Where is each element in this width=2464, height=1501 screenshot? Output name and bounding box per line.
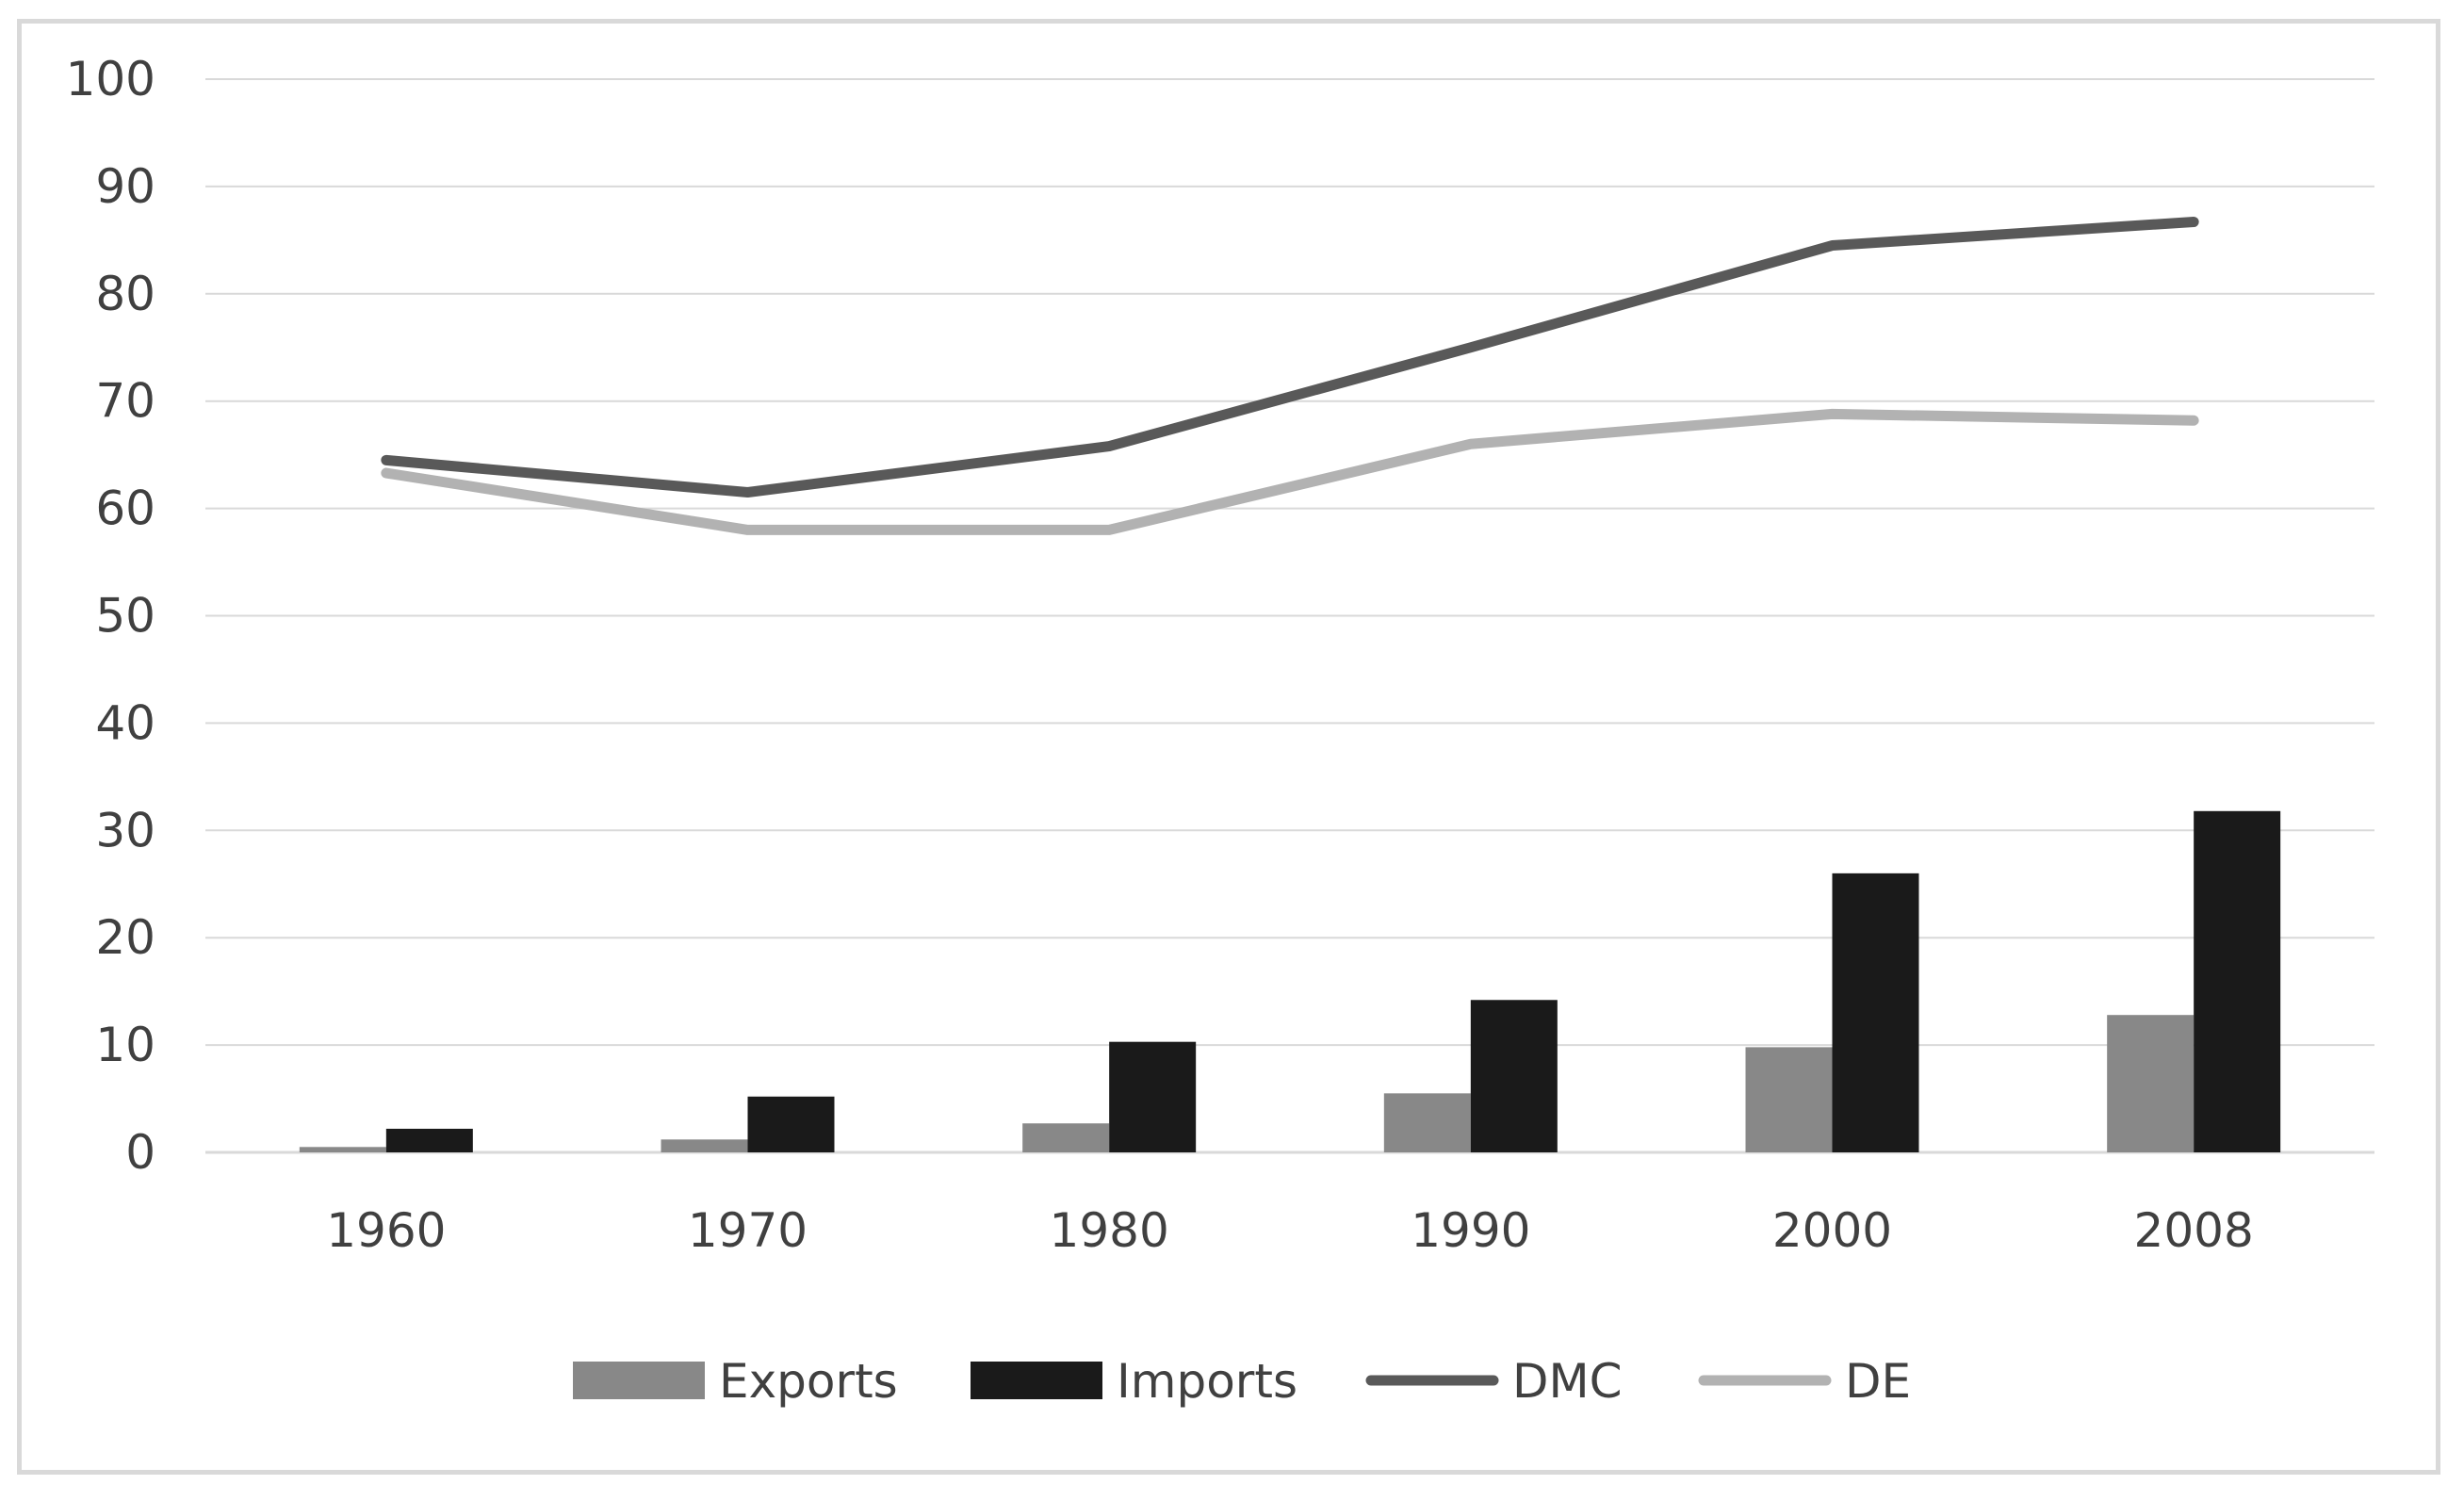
x-tick-label: 1960 bbox=[326, 1203, 446, 1258]
y-tick-label: 50 bbox=[95, 589, 155, 644]
y-tick-label: 10 bbox=[95, 1018, 155, 1072]
legend-label-de: DE bbox=[1845, 1354, 1911, 1409]
bar-exports-1990 bbox=[1383, 1093, 1471, 1152]
bar-exports-1970 bbox=[661, 1139, 748, 1152]
legend-label-dmc: DMC bbox=[1512, 1354, 1623, 1409]
bar-imports-2000 bbox=[1832, 873, 1919, 1152]
bar-exports-2008 bbox=[2107, 1015, 2195, 1152]
bar-exports-2000 bbox=[1745, 1047, 1833, 1152]
x-tick-label: 1980 bbox=[1050, 1203, 1169, 1258]
x-tick-labels: 1960 1970 1980 1990 2000 2008 bbox=[326, 1203, 2254, 1258]
y-tick-label: 20 bbox=[95, 910, 155, 965]
legend-item-de: DE bbox=[1698, 1354, 1911, 1409]
legend-item-dmc: DMC bbox=[1365, 1354, 1623, 1409]
x-tick-label: 1990 bbox=[1411, 1203, 1530, 1258]
line-dmc bbox=[381, 216, 2199, 498]
legend-label-imports: Imports bbox=[1117, 1354, 1297, 1409]
bars bbox=[299, 810, 2281, 1152]
bar-imports-1960 bbox=[385, 1128, 473, 1152]
y-tick-label: 90 bbox=[95, 159, 155, 214]
legend-label-exports: Exports bbox=[719, 1354, 898, 1409]
bar-exports-1980 bbox=[1022, 1123, 1110, 1152]
x-tick-label: 2000 bbox=[1772, 1203, 1892, 1258]
x-tick-label: 2008 bbox=[2134, 1203, 2254, 1258]
bar-imports-2008 bbox=[2194, 810, 2281, 1152]
y-tick-label: 40 bbox=[95, 695, 155, 750]
legend: Exports Imports DMC DE bbox=[573, 1354, 1911, 1409]
series-lines bbox=[381, 216, 2199, 535]
y-tick-label: 30 bbox=[95, 803, 155, 857]
legend-item-imports: Imports bbox=[971, 1354, 1297, 1409]
legend-swatch-imports bbox=[971, 1362, 1102, 1399]
bar-imports-1970 bbox=[747, 1096, 835, 1152]
bar-exports-1960 bbox=[299, 1147, 386, 1152]
y-tick-label: 100 bbox=[66, 52, 155, 106]
line-de bbox=[381, 408, 2199, 535]
bar-imports-1980 bbox=[1109, 1041, 1197, 1152]
y-tick-label: 70 bbox=[95, 374, 155, 429]
y-tick-labels: 0 10 20 30 40 50 60 70 80 90 100 bbox=[66, 52, 155, 1180]
gridlines bbox=[205, 78, 2374, 1047]
y-tick-label: 80 bbox=[95, 267, 155, 321]
legend-item-exports: Exports bbox=[573, 1354, 898, 1409]
bar-imports-1990 bbox=[1470, 1000, 1558, 1152]
y-tick-label: 0 bbox=[125, 1125, 155, 1180]
legend-swatch-exports bbox=[573, 1362, 705, 1399]
chart-frame bbox=[17, 19, 2440, 1475]
y-tick-label: 60 bbox=[95, 481, 155, 536]
x-tick-label: 1970 bbox=[688, 1203, 808, 1258]
